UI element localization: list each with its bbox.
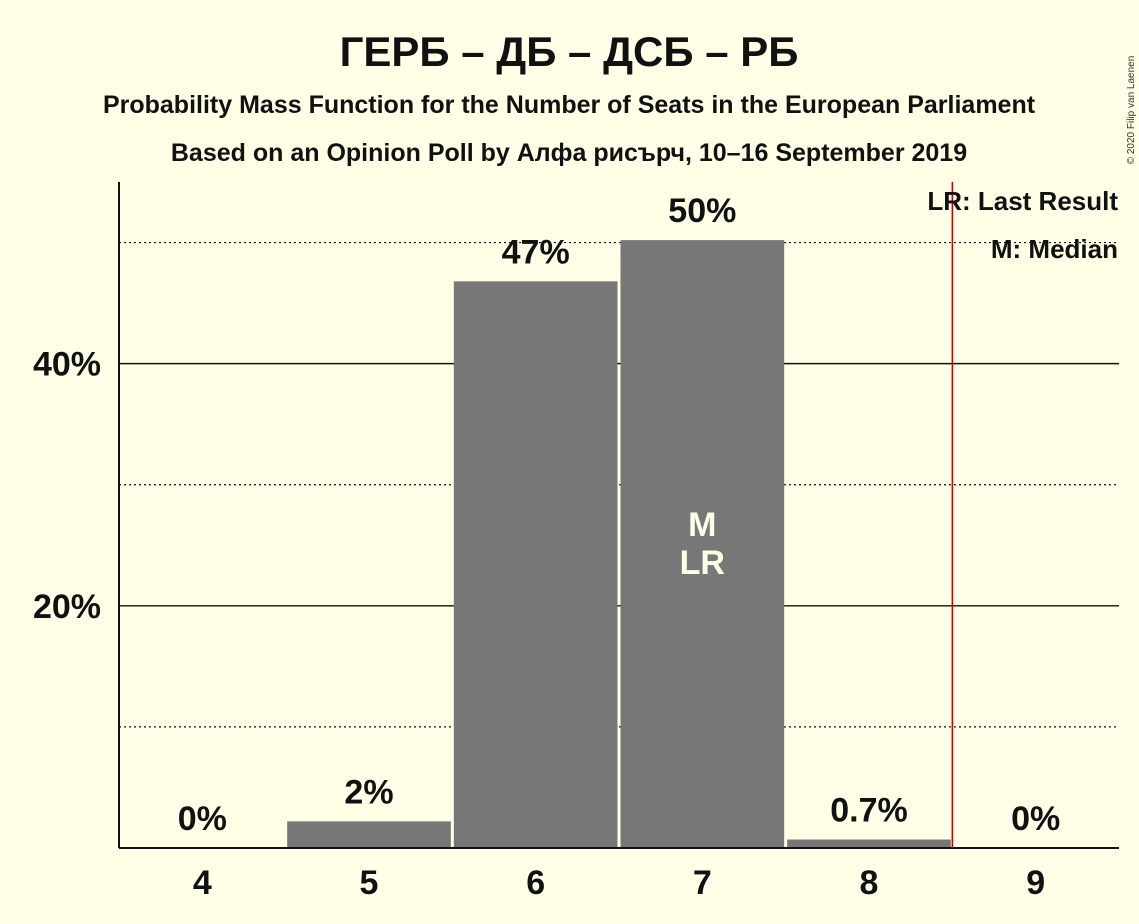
chart-subtitle-2: Based on an Opinion Poll by Алфа рисърч,… <box>171 139 967 167</box>
bars <box>287 240 951 848</box>
legend-last-result: LR: Last Result <box>927 186 1118 216</box>
x-tick-label-8: 8 <box>860 864 879 902</box>
in-bar-marker-m: M <box>688 506 716 544</box>
x-tick-label-7: 7 <box>693 864 712 902</box>
chart-subtitle-1: Probability Mass Function for the Number… <box>103 91 1036 119</box>
copyright-text: © 2020 Filip van Laenen <box>1126 56 1137 165</box>
data-label-8: 0.7% <box>830 792 908 830</box>
gridlines <box>119 241 1119 728</box>
bar-7 <box>620 240 785 848</box>
y-tick-label-1: 40% <box>33 346 101 384</box>
data-label-7: 50% <box>668 192 736 230</box>
x-tick-label-5: 5 <box>360 864 379 902</box>
x-axis-ticks: 4 5 6 7 8 9 <box>193 864 1045 902</box>
x-tick-label-6: 6 <box>526 864 545 902</box>
data-label-6: 47% <box>502 233 570 271</box>
y-tick-label-0: 20% <box>33 588 101 626</box>
data-label-9: 0% <box>1011 800 1060 838</box>
x-tick-label-4: 4 <box>193 864 212 902</box>
bar-6 <box>453 281 618 848</box>
in-bar-marker-lr: LR <box>680 544 725 582</box>
x-tick-label-9: 9 <box>1026 864 1045 902</box>
data-label-5: 2% <box>344 773 393 811</box>
legend-median: M: Median <box>991 234 1118 264</box>
y-axis-ticks: 20% 40% <box>33 346 101 626</box>
bar-5 <box>287 821 451 848</box>
data-labels: 0% 2% 47% 50% MLR 0.7% 0% <box>178 192 1060 838</box>
bar-8 <box>787 839 951 848</box>
data-label-4: 0% <box>178 800 227 838</box>
chart-title: ГЕРБ – ДБ – ДСБ – РБ <box>340 28 799 75</box>
